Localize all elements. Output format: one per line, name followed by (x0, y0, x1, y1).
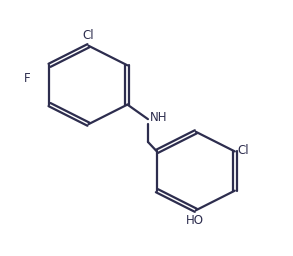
Text: Cl: Cl (83, 29, 94, 42)
Text: NH: NH (149, 111, 167, 124)
Text: HO: HO (185, 214, 203, 227)
Text: F: F (24, 72, 30, 85)
Text: Cl: Cl (238, 144, 249, 157)
